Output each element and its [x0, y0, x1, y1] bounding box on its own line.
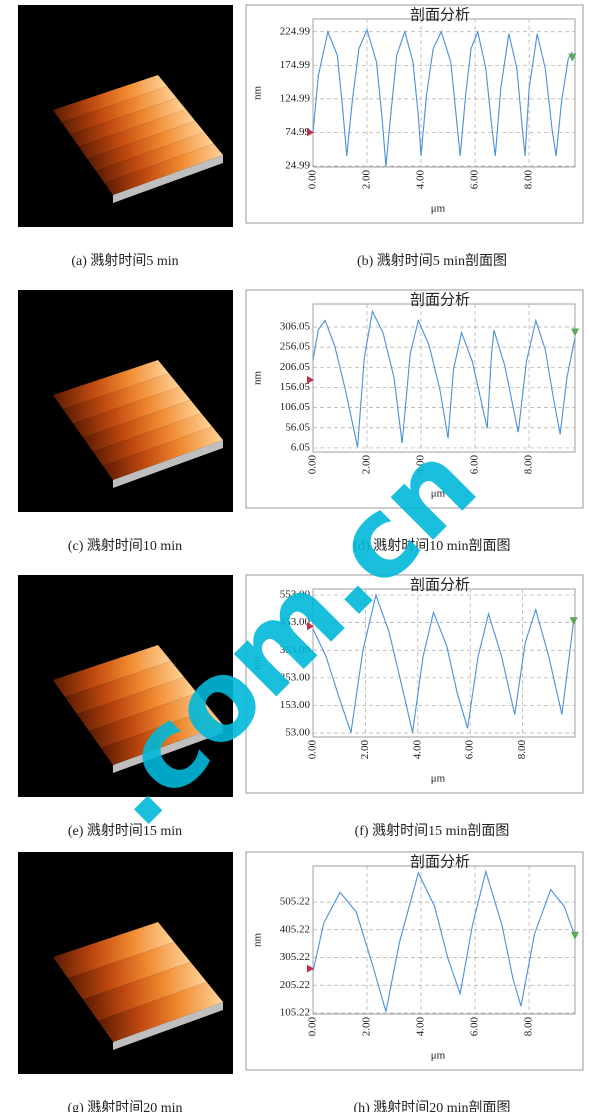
x-tick-label: 6.00	[469, 455, 481, 475]
chart-title: 剖面分析	[410, 291, 470, 308]
x-axis-label: μm	[431, 1050, 446, 1062]
chart-title: 剖面分析	[410, 853, 470, 870]
y-tick-label: 53.00	[285, 727, 310, 739]
y-tick-label: 105.22	[280, 1007, 310, 1019]
y-tick-label: 224.99	[280, 25, 311, 37]
y-tick-label: 206.05	[280, 361, 311, 373]
y-axis-label: nm	[252, 933, 264, 948]
chart-frame	[246, 5, 583, 223]
y-tick-label: 405.22	[280, 923, 310, 935]
x-tick-label: 0.00	[307, 740, 319, 760]
chart-title: 剖面分析	[410, 6, 470, 23]
y-tick-label: 256.05	[280, 341, 311, 353]
x-tick-label: 4.00	[415, 170, 427, 190]
image-caption: (a) 溅射时间5 min	[71, 253, 178, 269]
x-tick-label: 8.00	[516, 740, 528, 760]
x-tick-label: 2.00	[361, 1017, 373, 1037]
x-tick-label: 6.00	[469, 170, 481, 190]
y-tick-label: 24.99	[285, 160, 310, 172]
y-axis-label: nm	[252, 371, 264, 386]
x-axis-label: μm	[431, 203, 446, 215]
x-tick-label: 4.00	[415, 1017, 427, 1037]
x-tick-label: 8.00	[523, 455, 535, 475]
x-tick-label: 6.00	[469, 1017, 481, 1037]
y-tick-label: 56.05	[285, 421, 310, 433]
image-caption: (g) 溅射时间20 min	[67, 1100, 182, 1112]
x-tick-label: 2.00	[361, 170, 373, 190]
x-tick-label: 0.00	[307, 1017, 319, 1037]
x-axis-label: μm	[431, 773, 446, 785]
x-tick-label: 8.00	[523, 1017, 535, 1037]
y-tick-label: 74.99	[285, 126, 310, 138]
chart-caption: (f) 溅射时间15 min剖面图	[355, 823, 510, 839]
y-tick-label: 6.05	[291, 441, 311, 453]
chart-caption: (b) 溅射时间5 min剖面图	[357, 253, 507, 269]
x-tick-label: 0.00	[307, 455, 319, 475]
x-tick-label: 4.00	[411, 740, 423, 760]
y-tick-label: 505.22	[280, 896, 310, 908]
y-axis-label: nm	[252, 86, 264, 101]
y-tick-label: 124.99	[280, 92, 311, 104]
chart-caption: (h) 溅射时间20 min剖面图	[353, 1100, 510, 1112]
image-caption: (c) 溅射时间10 min	[68, 538, 182, 554]
x-tick-label: 2.00	[359, 740, 371, 760]
y-tick-label: 174.99	[280, 59, 311, 71]
y-tick-label: 106.05	[280, 401, 311, 413]
figure: (a) 溅射时间5 min(c) 溅射时间10 min(e) 溅射时间15 mi…	[0, 0, 589, 1112]
x-tick-label: 8.00	[523, 170, 535, 190]
x-tick-label: 0.00	[307, 170, 319, 190]
x-tick-label: 6.00	[464, 740, 476, 760]
y-tick-label: 205.22	[280, 979, 310, 991]
y-tick-label: 305.22	[280, 951, 310, 963]
y-tick-label: 306.05	[280, 320, 311, 332]
y-tick-label: 156.05	[280, 381, 311, 393]
